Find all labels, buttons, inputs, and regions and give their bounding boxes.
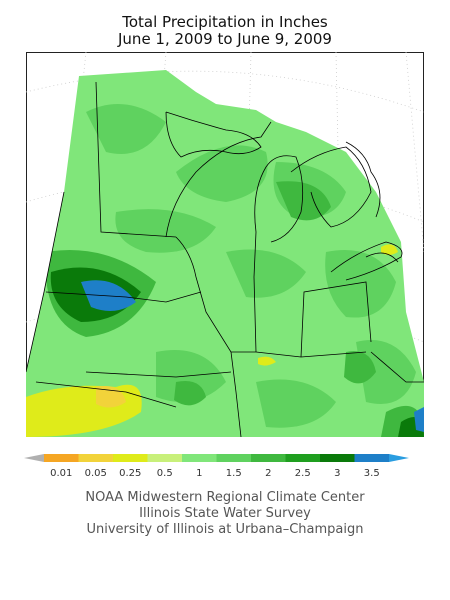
precipitation-map [26, 52, 424, 437]
legend-swatch [251, 454, 286, 462]
legend-swatch [285, 454, 320, 462]
legend-label: 2 [265, 468, 271, 478]
legend-swatch [44, 454, 79, 462]
legend-below-arrow [24, 454, 44, 462]
legend-label: 3 [334, 468, 340, 478]
legend-swatch [354, 454, 389, 462]
legend-swatch [113, 454, 148, 462]
credit-uiuc: University of Illinois at Urbana–Champai… [86, 522, 364, 537]
legend-label: 1.5 [226, 468, 242, 478]
map-title: Total Precipitation in Inches [122, 13, 328, 31]
legend-label: 0.05 [85, 468, 107, 478]
legend-labels: 0.01 0.05 0.25 0.5 1 1.5 2 2.5 3 3.5 [50, 468, 380, 478]
legend-swatch [216, 454, 251, 462]
legend-label: 0.25 [119, 468, 141, 478]
legend-above-arrow [389, 454, 409, 462]
boundaries [26, 81, 424, 437]
map-date-range: June 1, 2009 to June 9, 2009 [118, 30, 332, 48]
legend-swatch [78, 454, 113, 462]
legend-swatch [147, 454, 182, 462]
legend-label: 2.5 [295, 468, 311, 478]
legend-label: 0.01 [50, 468, 72, 478]
credit-isws: Illinois State Water Survey [139, 506, 311, 521]
legend-label: 3.5 [364, 468, 380, 478]
legend: 0.01 0.05 0.25 0.5 1 1.5 2 2.5 3 3.5 [24, 454, 409, 478]
legend-swatch [182, 454, 217, 462]
legend-color-bar [24, 454, 409, 462]
legend-swatch [320, 454, 355, 462]
credit-noaa: NOAA Midwestern Regional Climate Center [85, 490, 365, 505]
legend-label: 0.5 [157, 468, 173, 478]
legend-label: 1 [196, 468, 202, 478]
